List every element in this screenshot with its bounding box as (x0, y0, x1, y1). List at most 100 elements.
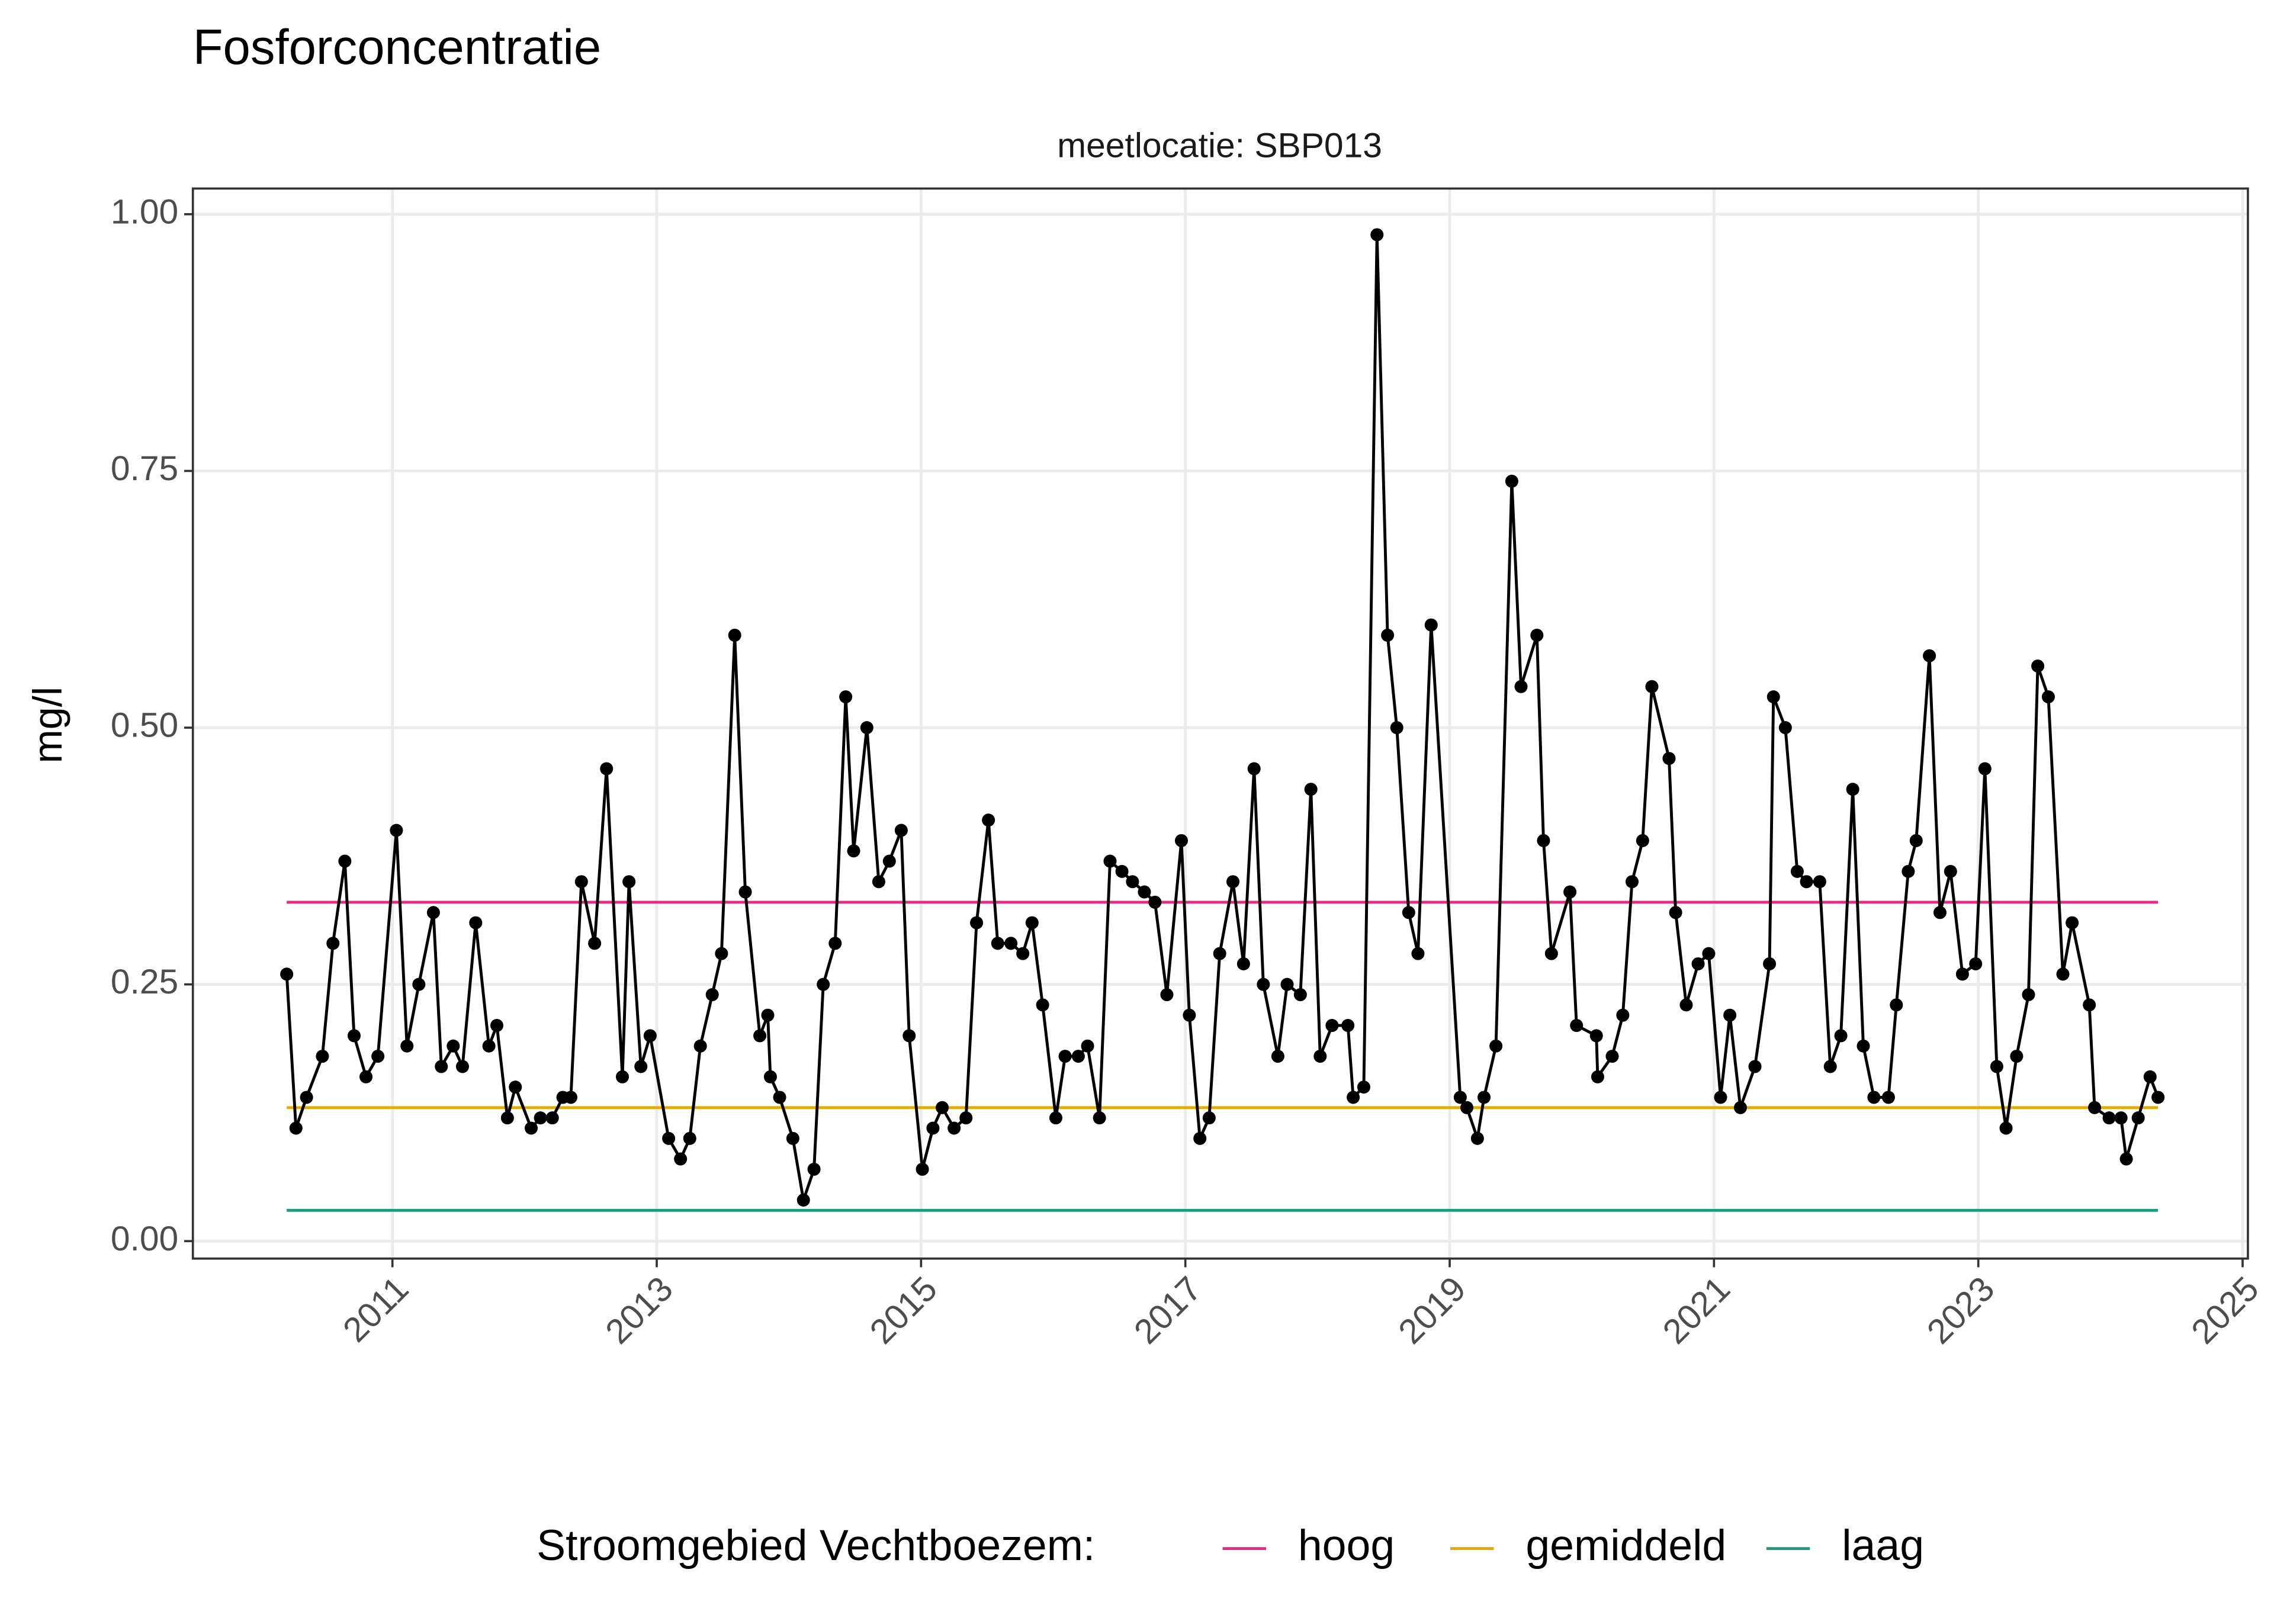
data-point (916, 1162, 929, 1176)
data-point (1645, 680, 1659, 693)
data-point (359, 1070, 373, 1083)
data-point (1257, 977, 1270, 991)
data-point (705, 988, 719, 1002)
data-point (1933, 906, 1947, 919)
y-axis-label: mg/l (25, 687, 70, 764)
data-point (1138, 885, 1151, 899)
data-point (1514, 680, 1528, 693)
data-point (1778, 721, 1792, 735)
data-point (634, 1060, 648, 1073)
y-tick-label: 0.50 (111, 706, 178, 745)
data-point (1004, 937, 1018, 950)
data-point (1589, 1029, 1603, 1043)
data-point (534, 1111, 547, 1125)
data-point (1081, 1039, 1094, 1053)
data-point (1126, 875, 1139, 889)
data-point (2066, 916, 2079, 930)
legend-label: hoog (1298, 1520, 1395, 1570)
data-point (894, 824, 908, 837)
legend-label: gemiddeld (1525, 1520, 1726, 1570)
data-point (2056, 967, 2070, 981)
data-point (622, 875, 636, 889)
data-point (786, 1131, 799, 1145)
data-point (1570, 1019, 1584, 1033)
data-point (1341, 1019, 1355, 1033)
data-point (1460, 1101, 1474, 1114)
data-point (371, 1050, 385, 1063)
data-point (2022, 988, 2035, 1002)
data-point (1702, 947, 1716, 960)
data-point (347, 1029, 361, 1043)
data-point (435, 1060, 448, 1073)
data-point (1193, 1131, 1207, 1145)
data-point (936, 1101, 949, 1114)
data-point (2151, 1091, 2165, 1104)
data-point (839, 690, 853, 704)
data-point (1381, 628, 1395, 642)
data-point (469, 916, 483, 930)
data-point (763, 1070, 777, 1083)
data-point (400, 1039, 414, 1053)
data-point (1723, 1008, 1737, 1022)
data-point (564, 1091, 577, 1104)
y-tick-label: 0.75 (111, 449, 178, 488)
data-point (715, 947, 728, 960)
data-point (926, 1121, 940, 1135)
data-point (1390, 721, 1403, 735)
legend-label: laag (1842, 1520, 1924, 1570)
chart-subtitle: meetlocatie: SBP013 (1057, 126, 1382, 165)
data-point (1049, 1111, 1062, 1125)
data-point (882, 854, 896, 868)
data-point (1733, 1101, 1747, 1114)
data-point (1036, 998, 1049, 1012)
data-point (1763, 957, 1777, 971)
data-point (1890, 998, 1903, 1012)
data-point (588, 937, 602, 950)
data-point (796, 1193, 810, 1207)
data-point (773, 1091, 786, 1104)
data-point (2031, 659, 2045, 673)
data-point (1591, 1070, 1604, 1083)
legend-title: Stroomgebied Vechtboezem: (537, 1520, 1095, 1570)
data-point (1025, 916, 1039, 930)
data-point (1867, 1091, 1881, 1104)
data-point (1453, 1091, 1467, 1104)
data-point (574, 875, 588, 889)
data-point (1902, 864, 1915, 878)
data-point (1999, 1121, 2013, 1135)
data-point (524, 1121, 538, 1135)
data-point (1530, 628, 1544, 642)
data-point (970, 916, 984, 930)
data-point (1537, 834, 1550, 847)
data-point (1955, 967, 1969, 981)
data-point (1823, 1060, 1837, 1073)
data-point (1478, 1091, 1491, 1104)
data-point (991, 937, 1004, 950)
y-tick-label: 0.25 (111, 963, 178, 1001)
data-point (1669, 906, 1682, 919)
data-point (738, 885, 752, 899)
data-point (390, 824, 403, 837)
data-point (412, 977, 426, 991)
data-point (1115, 864, 1129, 878)
data-point (289, 1121, 303, 1135)
data-point (1325, 1019, 1339, 1033)
data-point (1247, 762, 1261, 776)
y-tick-label: 1.00 (111, 192, 178, 231)
data-point (1213, 947, 1226, 960)
data-point (1834, 1029, 1848, 1043)
data-point (982, 813, 995, 827)
data-point (1800, 875, 1813, 889)
data-point (490, 1019, 504, 1033)
data-point (455, 1060, 469, 1073)
data-point (761, 1008, 775, 1022)
data-point (1148, 895, 1162, 909)
data-point (817, 977, 830, 991)
data-point (1944, 864, 1957, 878)
data-point (1293, 988, 1307, 1002)
data-point (326, 937, 340, 950)
data-point (643, 1029, 657, 1043)
data-point (1236, 957, 1250, 971)
data-point (1470, 1131, 1484, 1145)
data-point (683, 1131, 696, 1145)
